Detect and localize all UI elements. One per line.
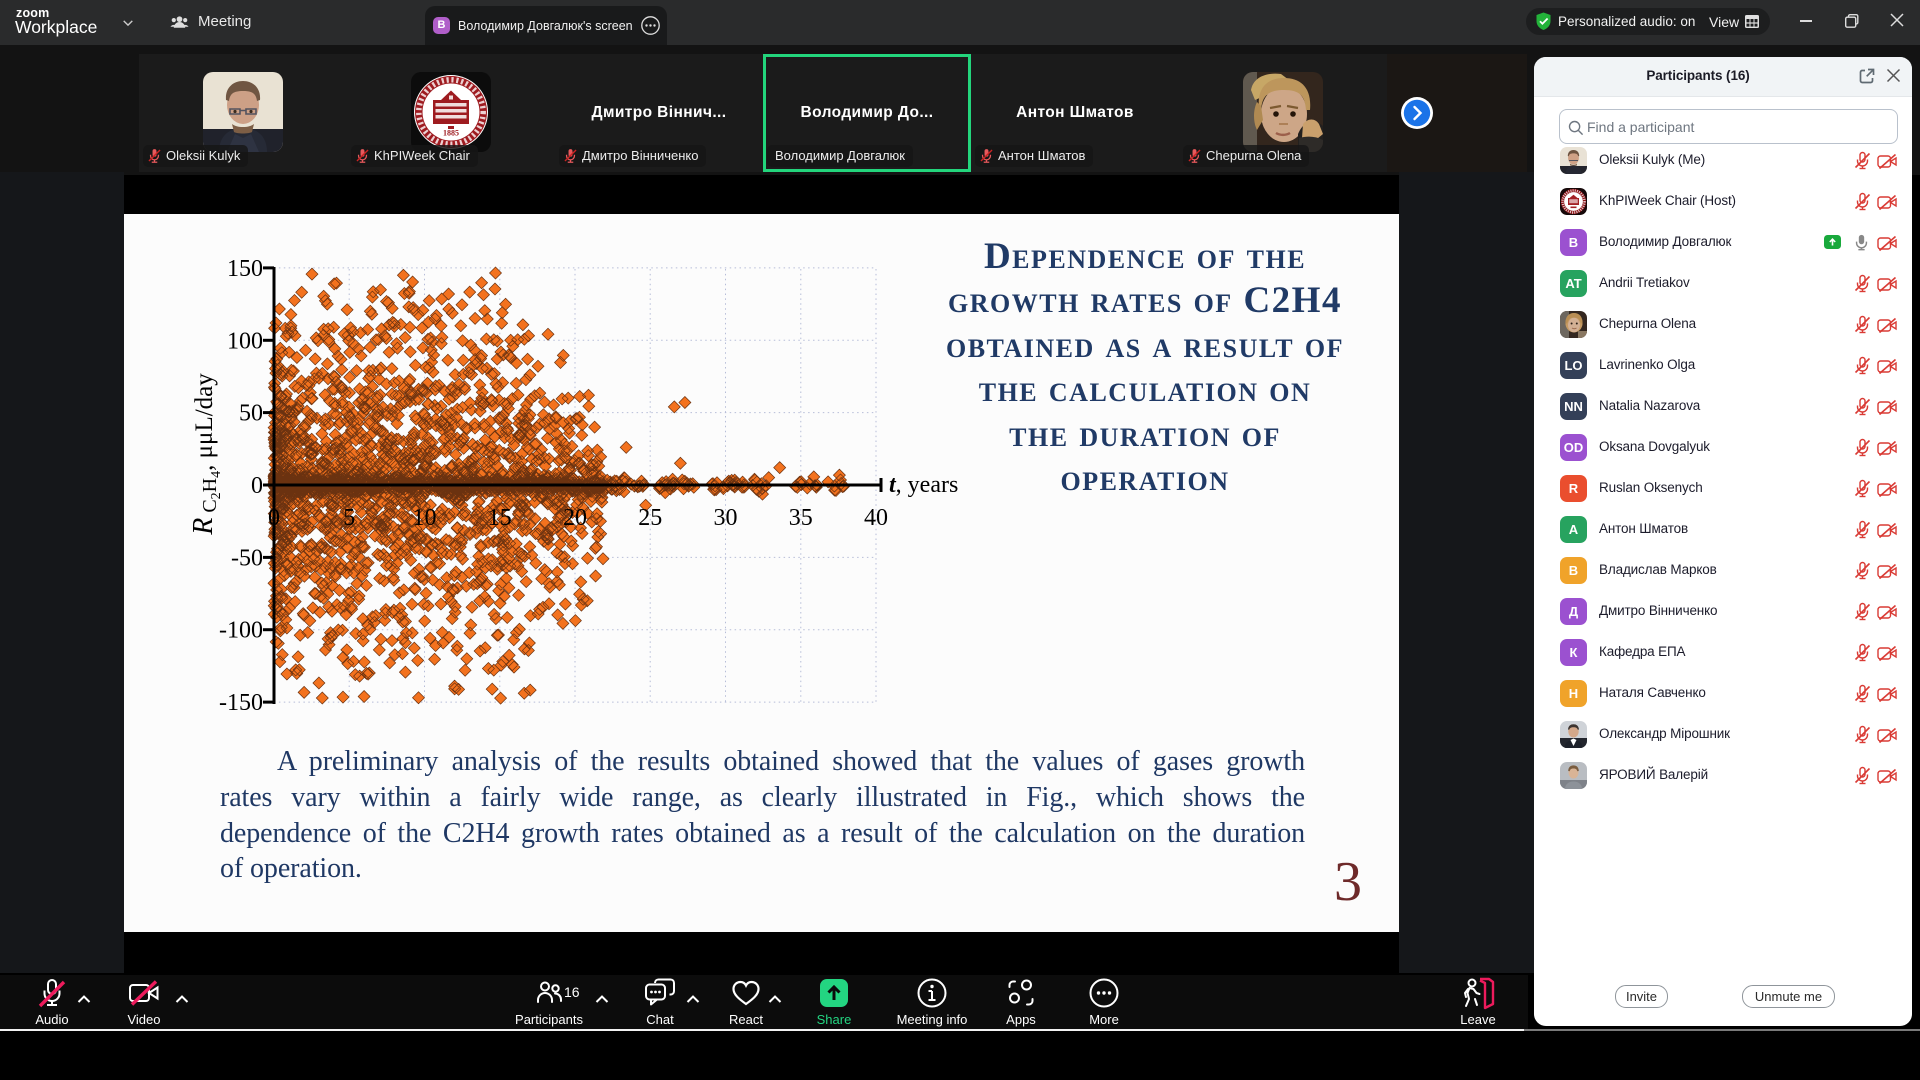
svg-text:-150: -150 (219, 690, 263, 716)
svg-text:50: 50 (239, 401, 263, 427)
svg-text:R C2H4, μμL/day: R C2H4, μμL/day (188, 373, 224, 536)
svg-text:35: 35 (789, 505, 813, 531)
svg-text:40: 40 (864, 505, 888, 531)
svg-text:5: 5 (343, 505, 355, 531)
svg-text:20: 20 (563, 505, 587, 531)
svg-text:0: 0 (251, 473, 263, 499)
svg-text:t, years: t, years (889, 472, 958, 498)
svg-text:100: 100 (227, 328, 263, 354)
svg-text:10: 10 (413, 505, 437, 531)
svg-text:1885: 1885 (443, 129, 459, 138)
svg-text:150: 150 (227, 256, 263, 282)
svg-text:-50: -50 (231, 545, 263, 571)
svg-text:15: 15 (488, 505, 512, 531)
svg-text:-100: -100 (219, 618, 263, 644)
svg-text:25: 25 (638, 505, 662, 531)
svg-text:30: 30 (714, 505, 738, 531)
